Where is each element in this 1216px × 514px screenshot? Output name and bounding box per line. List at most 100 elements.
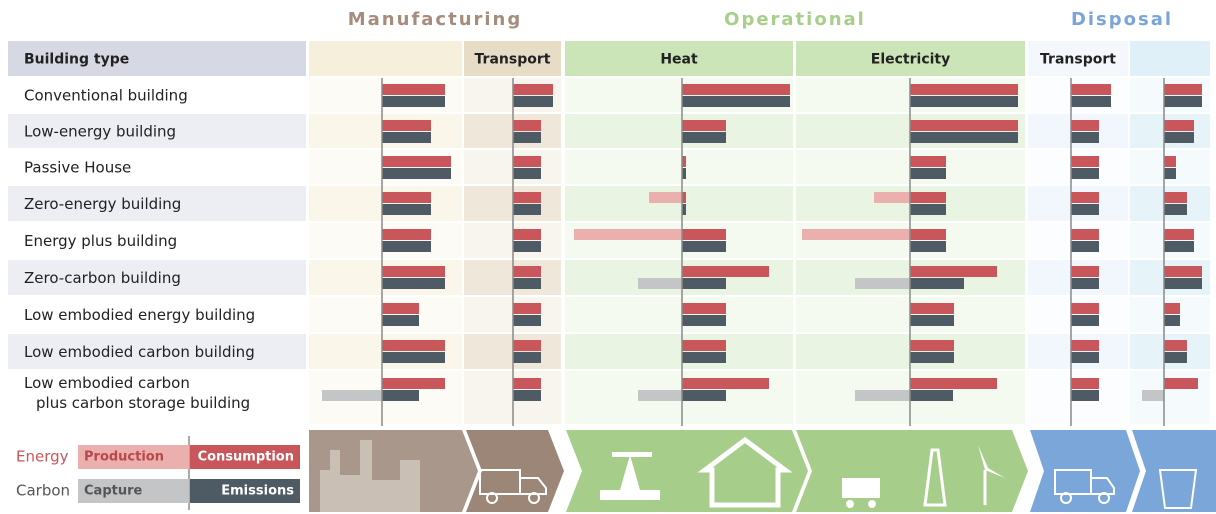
- consumption-bar: [1164, 192, 1187, 203]
- capture-bar: [638, 278, 682, 289]
- cell-background: [1130, 297, 1210, 332]
- emissions-bar: [682, 352, 726, 363]
- emissions-bar: [682, 132, 726, 143]
- capture-bar: [322, 390, 382, 401]
- consumption-bar: [682, 192, 686, 203]
- emissions-bar: [513, 204, 541, 215]
- emissions-bar: [910, 315, 954, 326]
- cell-background: [309, 223, 462, 258]
- emissions-bar: [1164, 96, 1202, 107]
- emissions-bar: [513, 352, 541, 363]
- consumption-bar: [682, 156, 686, 167]
- cell-background: [1130, 334, 1210, 369]
- consumption-bar: [1071, 192, 1099, 203]
- consumption-bar: [382, 229, 431, 240]
- emissions-bar: [1071, 390, 1099, 401]
- production-bar: [874, 192, 910, 203]
- emissions-bar: [1164, 315, 1180, 326]
- consumption-bar: [910, 229, 946, 240]
- emissions-bar: [382, 204, 431, 215]
- column-header: [796, 41, 1025, 76]
- category-label: Passive House: [24, 159, 131, 177]
- emissions-bar: [1071, 168, 1099, 179]
- row-background: [8, 150, 306, 184]
- emissions-bar: [382, 390, 419, 401]
- consumption-bar: [1071, 266, 1099, 277]
- consumption-bar: [1071, 84, 1111, 95]
- cell-background: [565, 186, 793, 221]
- emissions-bar: [1071, 352, 1099, 363]
- legend-production: Production: [84, 450, 164, 465]
- capture-bar: [1142, 390, 1164, 401]
- emissions-bar: [682, 315, 726, 326]
- consumption-bar: [910, 84, 1018, 95]
- consumption-bar: [1164, 303, 1180, 314]
- category-label: Low embodied energy building: [24, 306, 255, 324]
- category-label: Low embodied carbon building: [24, 343, 255, 361]
- consumption-bar: [682, 120, 726, 131]
- consumption-bar: [682, 229, 726, 240]
- production-bar: [574, 229, 682, 240]
- row-background: [8, 260, 306, 295]
- emissions-bar: [513, 315, 541, 326]
- consumption-bar: [1164, 378, 1198, 389]
- stage-title: Manufacturing: [348, 9, 523, 30]
- row-background: [8, 78, 306, 112]
- emissions-bar: [682, 278, 726, 289]
- truck-icon: [479, 469, 547, 504]
- emissions-bar: [513, 241, 541, 252]
- cell-background: [1130, 260, 1210, 295]
- emissions-bar: [513, 96, 553, 107]
- consumption-bar: [1071, 340, 1099, 351]
- emissions-bar: [1071, 204, 1099, 215]
- capture-bar: [638, 390, 682, 401]
- legend-production-swatch: [78, 445, 189, 469]
- emissions-bar: [1164, 241, 1194, 252]
- row-background: [8, 186, 306, 221]
- consumption-bar: [682, 84, 790, 95]
- emissions-bar: [382, 168, 451, 179]
- emissions-bar: [382, 132, 431, 143]
- consumption-bar: [1071, 378, 1099, 389]
- consumption-bar: [382, 84, 445, 95]
- row-background: [8, 334, 306, 369]
- consumption-bar: [1164, 156, 1176, 167]
- cell-background: [309, 260, 462, 295]
- consumption-bar: [910, 378, 997, 389]
- consumption-bar: [1071, 156, 1099, 167]
- consumption-bar: [1071, 229, 1099, 240]
- legend-consumption: Consumption: [198, 450, 294, 465]
- consumption-bar: [910, 303, 954, 314]
- stage-title: Operational: [724, 9, 866, 30]
- cell-background: [1028, 223, 1128, 258]
- consumption-bar: [513, 84, 553, 95]
- emissions-bar: [1164, 278, 1202, 289]
- category-label: Energy plus building: [24, 232, 177, 250]
- column-title: Transport: [1040, 52, 1116, 68]
- emissions-bar: [382, 241, 431, 252]
- emissions-bar: [382, 278, 445, 289]
- consumption-bar: [513, 192, 541, 203]
- row-background: [8, 371, 306, 424]
- emissions-bar: [1164, 168, 1176, 179]
- consumption-bar: [513, 378, 541, 389]
- emissions-bar: [910, 204, 946, 215]
- consumption-bar: [682, 378, 769, 389]
- emissions-bar: [910, 352, 954, 363]
- consumption-bar: [513, 303, 541, 314]
- electricity-band: [796, 430, 1028, 512]
- legend-consumption-swatch: [190, 445, 300, 469]
- stage-title: Disposal: [1071, 9, 1173, 30]
- consumption-bar: [682, 340, 726, 351]
- column-header: [309, 41, 462, 76]
- emissions-bar: [382, 352, 445, 363]
- consumption-bar: [513, 340, 541, 351]
- column-header: [565, 41, 793, 76]
- emissions-bar: [513, 390, 541, 401]
- factory-icon: [320, 440, 420, 512]
- column-title: Transport: [475, 52, 551, 68]
- cell-background: [1028, 334, 1128, 369]
- consumption-bar: [910, 156, 946, 167]
- consumption-bar: [682, 266, 769, 277]
- column-header: [464, 41, 561, 76]
